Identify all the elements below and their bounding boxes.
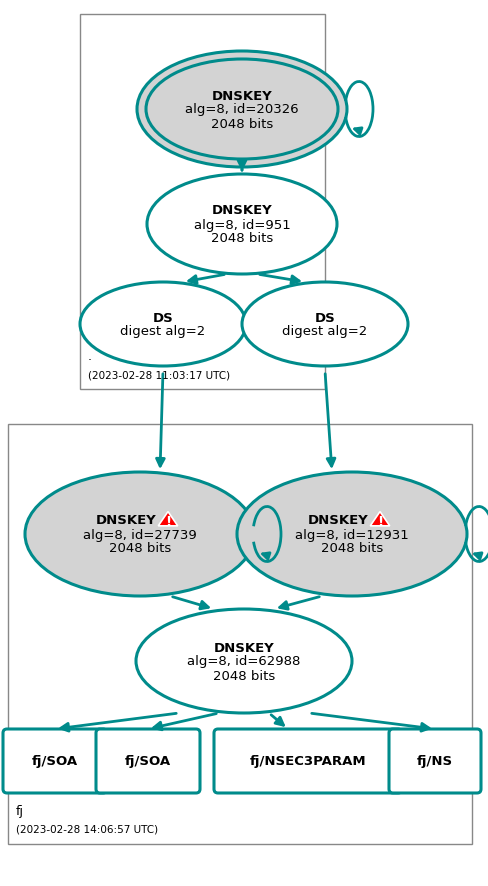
Text: !: ! <box>377 515 383 529</box>
Ellipse shape <box>80 283 246 367</box>
Ellipse shape <box>147 175 337 275</box>
Bar <box>80 15 325 390</box>
Ellipse shape <box>25 472 255 596</box>
Text: !: ! <box>165 515 171 529</box>
Polygon shape <box>370 512 390 526</box>
Ellipse shape <box>137 52 347 167</box>
Text: fj/SOA: fj/SOA <box>32 755 78 767</box>
Text: 2048 bits: 2048 bits <box>321 542 383 555</box>
Text: digest alg=2: digest alg=2 <box>283 325 367 338</box>
Text: DNSKEY: DNSKEY <box>214 641 274 654</box>
Text: alg=8, id=20326: alg=8, id=20326 <box>185 104 299 116</box>
Text: 2048 bits: 2048 bits <box>109 542 171 555</box>
FancyBboxPatch shape <box>389 729 481 793</box>
Text: digest alg=2: digest alg=2 <box>121 325 205 338</box>
Text: fj/NSEC3PARAM: fj/NSEC3PARAM <box>250 755 366 767</box>
Text: .: . <box>88 350 92 362</box>
Text: fj/SOA: fj/SOA <box>125 755 171 767</box>
FancyBboxPatch shape <box>214 729 402 793</box>
Bar <box>8 424 472 844</box>
Ellipse shape <box>242 283 408 367</box>
Text: alg=8, id=951: alg=8, id=951 <box>194 218 290 231</box>
Polygon shape <box>158 512 178 526</box>
Text: fj/NS: fj/NS <box>417 755 453 767</box>
Text: DS: DS <box>315 311 335 324</box>
Text: DNSKEY: DNSKEY <box>212 205 272 217</box>
Text: DNSKEY: DNSKEY <box>96 514 156 527</box>
Text: fj: fj <box>16 804 24 817</box>
Text: 2048 bits: 2048 bits <box>211 232 273 245</box>
FancyBboxPatch shape <box>3 729 107 793</box>
Text: DNSKEY: DNSKEY <box>212 89 272 103</box>
Text: (2023-02-28 14:06:57 UTC): (2023-02-28 14:06:57 UTC) <box>16 824 158 834</box>
Ellipse shape <box>237 472 467 596</box>
Text: DNSKEY: DNSKEY <box>307 514 368 527</box>
FancyBboxPatch shape <box>96 729 200 793</box>
Text: 2048 bits: 2048 bits <box>213 669 275 681</box>
Text: DS: DS <box>153 311 173 324</box>
Text: (2023-02-28 11:03:17 UTC): (2023-02-28 11:03:17 UTC) <box>88 369 230 379</box>
Text: alg=8, id=62988: alg=8, id=62988 <box>187 655 301 668</box>
Ellipse shape <box>136 610 352 713</box>
Text: alg=8, id=12931: alg=8, id=12931 <box>295 528 409 540</box>
Text: alg=8, id=27739: alg=8, id=27739 <box>83 528 197 540</box>
Text: 2048 bits: 2048 bits <box>211 117 273 130</box>
